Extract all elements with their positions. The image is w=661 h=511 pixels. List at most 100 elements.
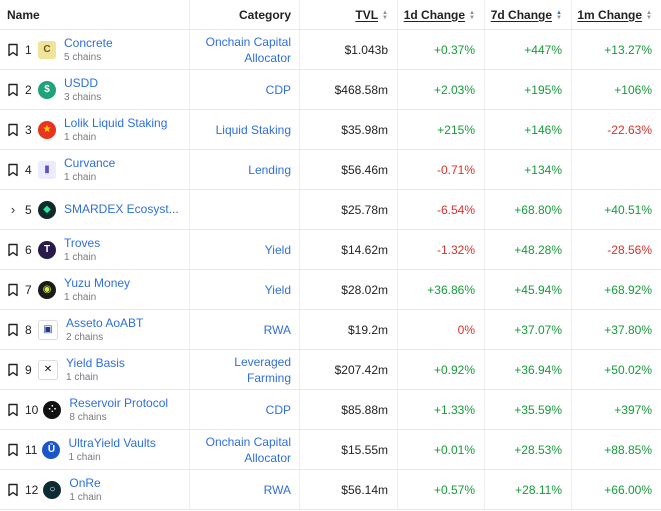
rank-number: 8 [25, 322, 32, 337]
7d-change-cell: +36.94% [485, 350, 572, 389]
chain-count: 8 chains [69, 411, 107, 423]
bookmark-icon[interactable] [7, 163, 19, 177]
bookmark-icon[interactable] [7, 243, 19, 257]
1m-change-value: +68.92% [604, 282, 652, 297]
1m-change-column-header[interactable]: 1m Change ▲ ▼ [572, 0, 661, 29]
1d-change-cell: -6.54% [398, 190, 485, 229]
1m-change-value: +13.27% [604, 42, 652, 57]
onre-logo-icon: ○ [43, 480, 62, 499]
1d-change-value: +36.86% [427, 282, 475, 297]
7d-change-value: +447% [524, 42, 562, 57]
tvl-cell: $207.42m [300, 350, 398, 389]
bookmark-icon[interactable] [7, 83, 19, 97]
category-link[interactable]: RWA [263, 322, 291, 337]
bookmark-icon[interactable] [7, 323, 19, 337]
chain-count: 1 chain [64, 251, 97, 263]
protocol-name-link[interactable]: Yuzu Money [64, 275, 131, 290]
bookmark-icon[interactable] [7, 443, 19, 457]
protocol-name-link[interactable]: Lolik Liquid Staking [64, 115, 168, 130]
category-link[interactable]: Liquid Staking [215, 122, 291, 137]
1d-change-value: +0.37% [433, 42, 475, 57]
smardex-logo-icon: ◆ [38, 200, 56, 219]
table-row[interactable]: 10 ⁘ Reservoir Protocol 8 chains CDP $85… [0, 390, 661, 430]
table-row[interactable]: 1 C Concrete 5 chains Onchain Capital Al… [0, 30, 661, 70]
7d-change-cell: +45.94% [485, 270, 572, 309]
protocol-name-link[interactable]: Troves [64, 235, 101, 250]
protocol-name-cell: 10 ⁘ Reservoir Protocol 8 chains [0, 390, 190, 429]
bookmark-icon[interactable] [7, 483, 19, 497]
1d-change-value: -6.54% [436, 202, 475, 217]
rank-number: 3 [25, 122, 32, 137]
protocol-name-link[interactable]: SMARDEX Ecosyst... [64, 202, 179, 216]
sort-icon[interactable]: ▲ ▼ [469, 9, 475, 21]
category-cell: Lending [190, 150, 300, 189]
tvl-header-label[interactable]: TVL [355, 7, 379, 22]
1d-change-column-header[interactable]: 1d Change ▲ ▼ [398, 0, 485, 29]
7d-change-column-header[interactable]: 7d Change ▲ ▼ [485, 0, 572, 29]
1m-change-cell: -22.63% [572, 110, 661, 149]
category-link[interactable]: Yield [264, 282, 291, 297]
1d-change-cell: +215% [398, 110, 485, 149]
table-row[interactable]: 2 $ USDD 3 chains CDP $468.58m +2.03% +1… [0, 70, 661, 110]
1m-change-cell [572, 150, 661, 189]
table-row[interactable]: 4 ▮ Curvance 1 chain Lending $56.46m -0.… [0, 150, 661, 190]
bookmark-icon[interactable] [7, 403, 19, 417]
bookmark-icon[interactable] [7, 43, 19, 57]
bookmark-icon[interactable] [7, 363, 19, 377]
protocol-name-link[interactable]: USDD [64, 75, 99, 90]
category-link[interactable]: Yield [264, 242, 291, 257]
7d-change-value: +45.94% [514, 282, 562, 297]
category-link[interactable]: Lending [248, 162, 291, 177]
table-row[interactable]: › 5 ◆ SMARDEX Ecosyst... $25.78m -6.54% … [0, 190, 661, 230]
1d-change-cell: +1.33% [398, 390, 485, 429]
table-row[interactable]: 3 ★ Lolik Liquid Staking 1 chain Liquid … [0, 110, 661, 150]
table-row[interactable]: 8 ▣ Asseto AoABT 2 chains RWA $19.2m 0% … [0, 310, 661, 350]
chain-count: 1 chain [68, 451, 101, 463]
chain-count: 5 chains [64, 51, 102, 63]
category-link[interactable]: Leveraged Farming [234, 354, 291, 385]
1m-change-cell: +66.00% [572, 470, 661, 509]
table-row[interactable]: 6 T Troves 1 chain Yield $14.62m -1.32% … [0, 230, 661, 270]
category-link[interactable]: RWA [263, 482, 291, 497]
reservoir-logo-icon: ⁘ [43, 400, 62, 419]
sort-active-icon[interactable]: ▲ ▼ [556, 9, 562, 21]
category-link[interactable]: CDP [265, 82, 291, 97]
1m-change-header-label[interactable]: 1m Change [577, 7, 643, 22]
protocol-name-wrap: Troves 1 chain [64, 236, 100, 264]
concrete-logo-icon: C [38, 40, 56, 59]
tvl-column-header[interactable]: TVL ▲ ▼ [300, 0, 398, 29]
protocol-name-link[interactable]: Curvance [64, 155, 116, 170]
protocol-name-cell: 9 ✕ Yield Basis 1 chain [0, 350, 190, 389]
category-column-header: Category [190, 0, 300, 29]
tvl-value: $25.78m [341, 202, 388, 217]
protocol-name-link[interactable]: Reservoir Protocol [69, 395, 169, 410]
category-link[interactable]: Onchain Capital Allocator [205, 34, 291, 65]
tvl-value: $207.42m [334, 362, 388, 377]
table-row[interactable]: 7 ◉ Yuzu Money 1 chain Yield $28.02m +36… [0, 270, 661, 310]
table-row[interactable]: 11 Ū UltraYield Vaults 1 chain Onchain C… [0, 430, 661, 470]
sort-icon[interactable]: ▲ ▼ [382, 9, 388, 21]
category-cell [190, 190, 300, 229]
bookmark-icon[interactable] [7, 123, 19, 137]
chain-count: 3 chains [64, 91, 102, 103]
expand-chevron-icon[interactable]: › [10, 202, 16, 217]
chain-count: 1 chain [64, 131, 97, 143]
7d-change-header-label[interactable]: 7d Change [490, 7, 553, 22]
protocol-name-link[interactable]: OnRe [69, 475, 101, 490]
sort-icon[interactable]: ▲ ▼ [646, 9, 652, 21]
chain-count: 1 chain [69, 491, 102, 503]
table-row[interactable]: 9 ✕ Yield Basis 1 chain Leveraged Farmin… [0, 350, 661, 390]
category-link[interactable]: Onchain Capital Allocator [205, 434, 291, 465]
tvl-cell: $28.02m [300, 270, 398, 309]
table-row[interactable]: 12 ○ OnRe 1 chain RWA $56.14m +0.57% +28… [0, 470, 661, 510]
1d-change-header-label[interactable]: 1d Change [403, 7, 466, 22]
protocol-name-link[interactable]: Yield Basis [66, 355, 125, 370]
7d-change-value: +48.28% [514, 242, 562, 257]
protocol-name-wrap: Asseto AoABT 2 chains [66, 316, 143, 344]
bookmark-icon[interactable] [7, 283, 19, 297]
category-cell: Liquid Staking [190, 110, 300, 149]
protocol-name-link[interactable]: Asseto AoABT [66, 315, 144, 330]
protocol-name-link[interactable]: Concrete [64, 35, 113, 50]
protocol-name-link[interactable]: UltraYield Vaults [68, 435, 156, 450]
category-link[interactable]: CDP [265, 402, 291, 417]
